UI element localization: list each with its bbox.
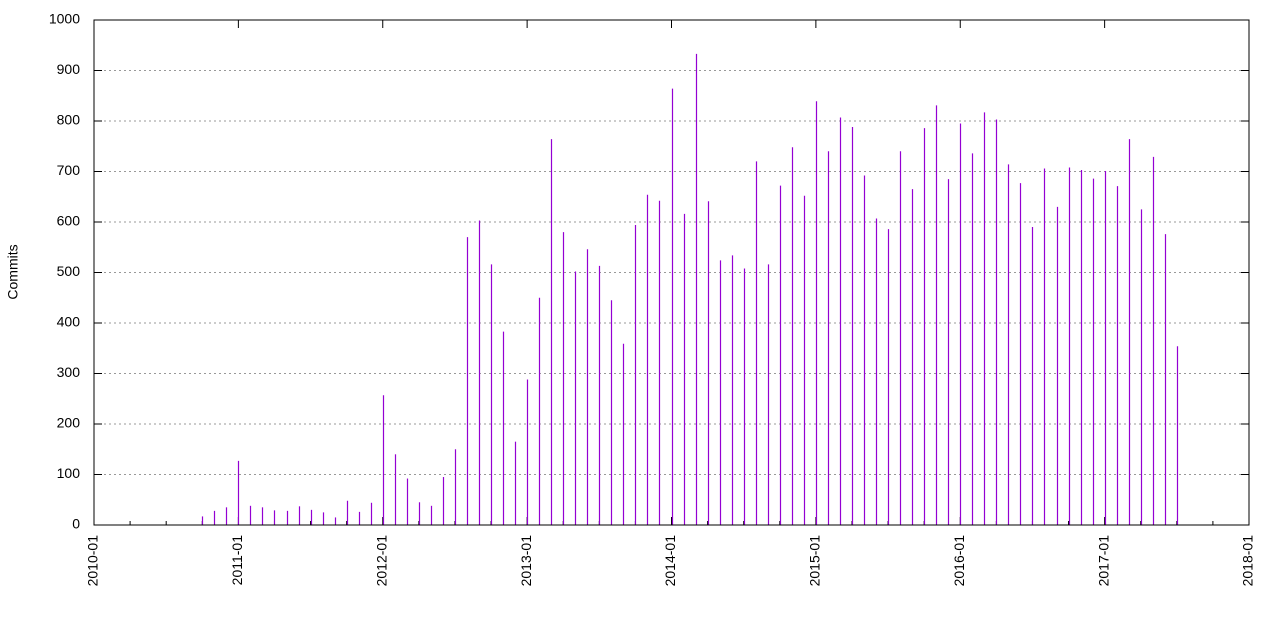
plot-frame: [93, 19, 1250, 526]
y-tick-label: 0: [72, 516, 80, 532]
x-tick-label: 2012-01: [373, 535, 389, 587]
x-tick-label: 2011-01: [229, 535, 245, 586]
y-tick-label: 200: [57, 415, 81, 431]
y-tick-label: 900: [57, 61, 81, 77]
x-tick-label: 2017-01: [1095, 535, 1111, 587]
x-tick-label: 2014-01: [662, 535, 678, 587]
x-tick-label: 2013-01: [518, 535, 534, 587]
y-tick-label: 800: [57, 112, 81, 128]
y-tick-label: 700: [57, 162, 81, 178]
y-tick-label: 300: [57, 364, 81, 380]
x-tick-label: 2010-01: [85, 535, 101, 587]
y-axis-label: Commits: [5, 244, 21, 299]
y-tick-label: 1000: [49, 11, 80, 27]
x-tick-label: 2015-01: [807, 535, 823, 587]
y-tick-label: 500: [57, 263, 81, 279]
y-tick-label: 400: [57, 314, 81, 330]
x-tick-label: 2016-01: [951, 535, 967, 587]
y-tick-label: 100: [57, 465, 81, 481]
y-tick-label: 600: [57, 213, 81, 229]
x-tick-label: 2018-01: [1240, 535, 1256, 587]
